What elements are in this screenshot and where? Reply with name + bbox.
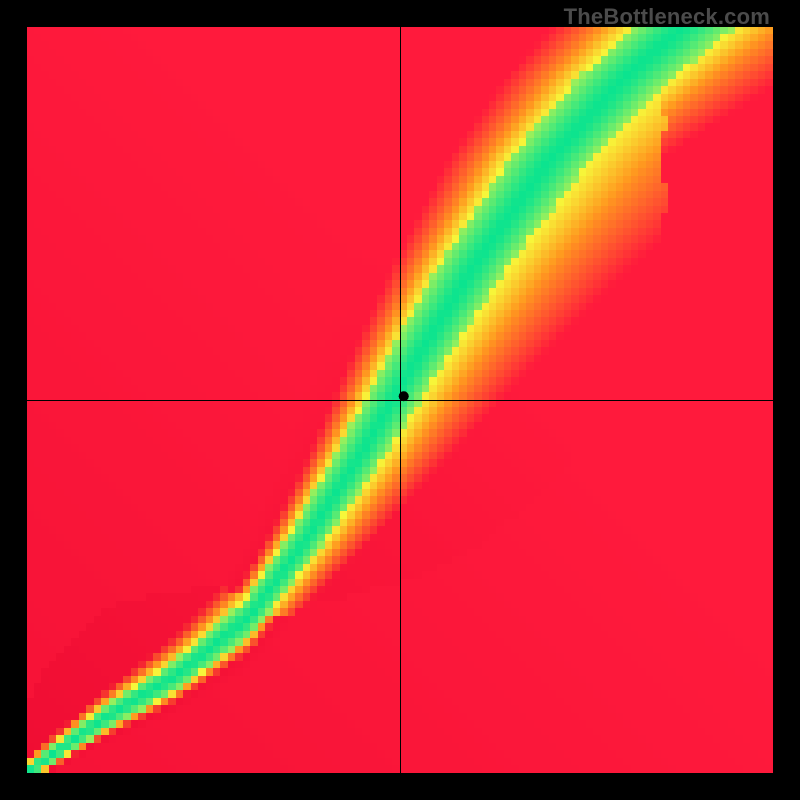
heatmap-canvas bbox=[27, 27, 773, 773]
heatmap-plot bbox=[27, 27, 773, 773]
chart-frame: TheBottleneck.com bbox=[0, 0, 800, 800]
